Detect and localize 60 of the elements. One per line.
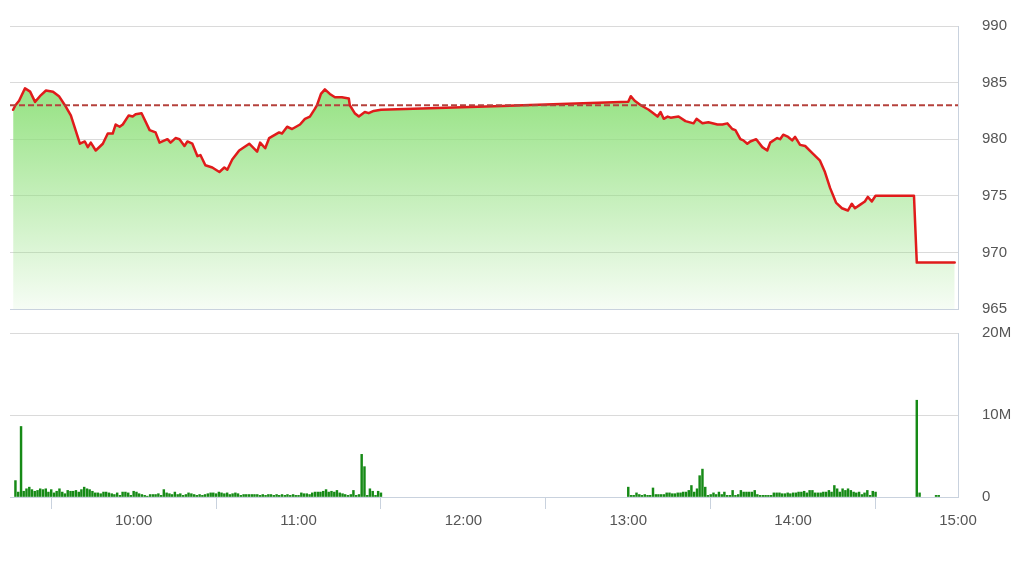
bar <box>731 490 734 497</box>
bar <box>660 494 663 497</box>
x-tick-label: 10:00 <box>114 511 153 529</box>
bar <box>168 493 171 497</box>
bar <box>690 485 693 497</box>
x-tick-label: 13:00 <box>609 511 648 529</box>
bar <box>305 493 308 497</box>
bar <box>673 493 677 497</box>
bar <box>154 494 157 497</box>
x-tick-label: 12:00 <box>444 511 483 529</box>
x-tick-label: 15:00 <box>939 511 977 529</box>
bar <box>783 493 787 497</box>
bar <box>212 492 215 497</box>
bar <box>187 492 190 497</box>
bar <box>671 493 674 497</box>
bar <box>137 493 141 497</box>
bar <box>302 493 306 497</box>
bar <box>66 490 69 497</box>
bar <box>25 488 28 497</box>
bar <box>657 494 660 497</box>
bar <box>245 494 248 497</box>
y-tick-label: 20M <box>982 323 1012 341</box>
bar <box>701 468 704 497</box>
bar <box>863 492 866 497</box>
bar <box>668 492 671 497</box>
bar <box>234 492 237 497</box>
bar <box>662 494 666 497</box>
bar <box>135 491 138 497</box>
y-tick-label: 965 <box>982 299 1008 317</box>
y-tick-label: 10M <box>982 405 1012 423</box>
bar <box>778 492 781 497</box>
y-tick-label: 970 <box>982 242 1008 260</box>
y-tick-label: 975 <box>982 185 1008 203</box>
bar <box>209 492 212 497</box>
bar <box>780 493 784 497</box>
y-tick-label: 980 <box>982 129 1008 147</box>
bar <box>665 492 668 497</box>
bar <box>231 493 234 497</box>
x-tick-label: 11:00 <box>280 511 317 529</box>
bar <box>786 492 789 497</box>
bar <box>151 494 155 497</box>
bar <box>712 492 715 497</box>
bar <box>330 490 333 497</box>
bar <box>190 493 193 497</box>
x-tick-label: 14:00 <box>774 511 812 529</box>
bar <box>14 480 17 497</box>
bar <box>247 494 251 497</box>
bar <box>132 490 135 497</box>
bar <box>866 490 869 497</box>
bar <box>352 490 355 497</box>
bar <box>676 492 679 497</box>
bar <box>360 454 363 497</box>
bar <box>723 491 726 497</box>
bar <box>121 491 124 497</box>
y-tick-label: 990 <box>982 16 1008 34</box>
bar <box>253 494 256 497</box>
y-tick-label: 985 <box>982 72 1008 90</box>
y-tick-label: 0 <box>982 487 991 505</box>
bar <box>250 494 254 497</box>
bar <box>206 493 210 497</box>
